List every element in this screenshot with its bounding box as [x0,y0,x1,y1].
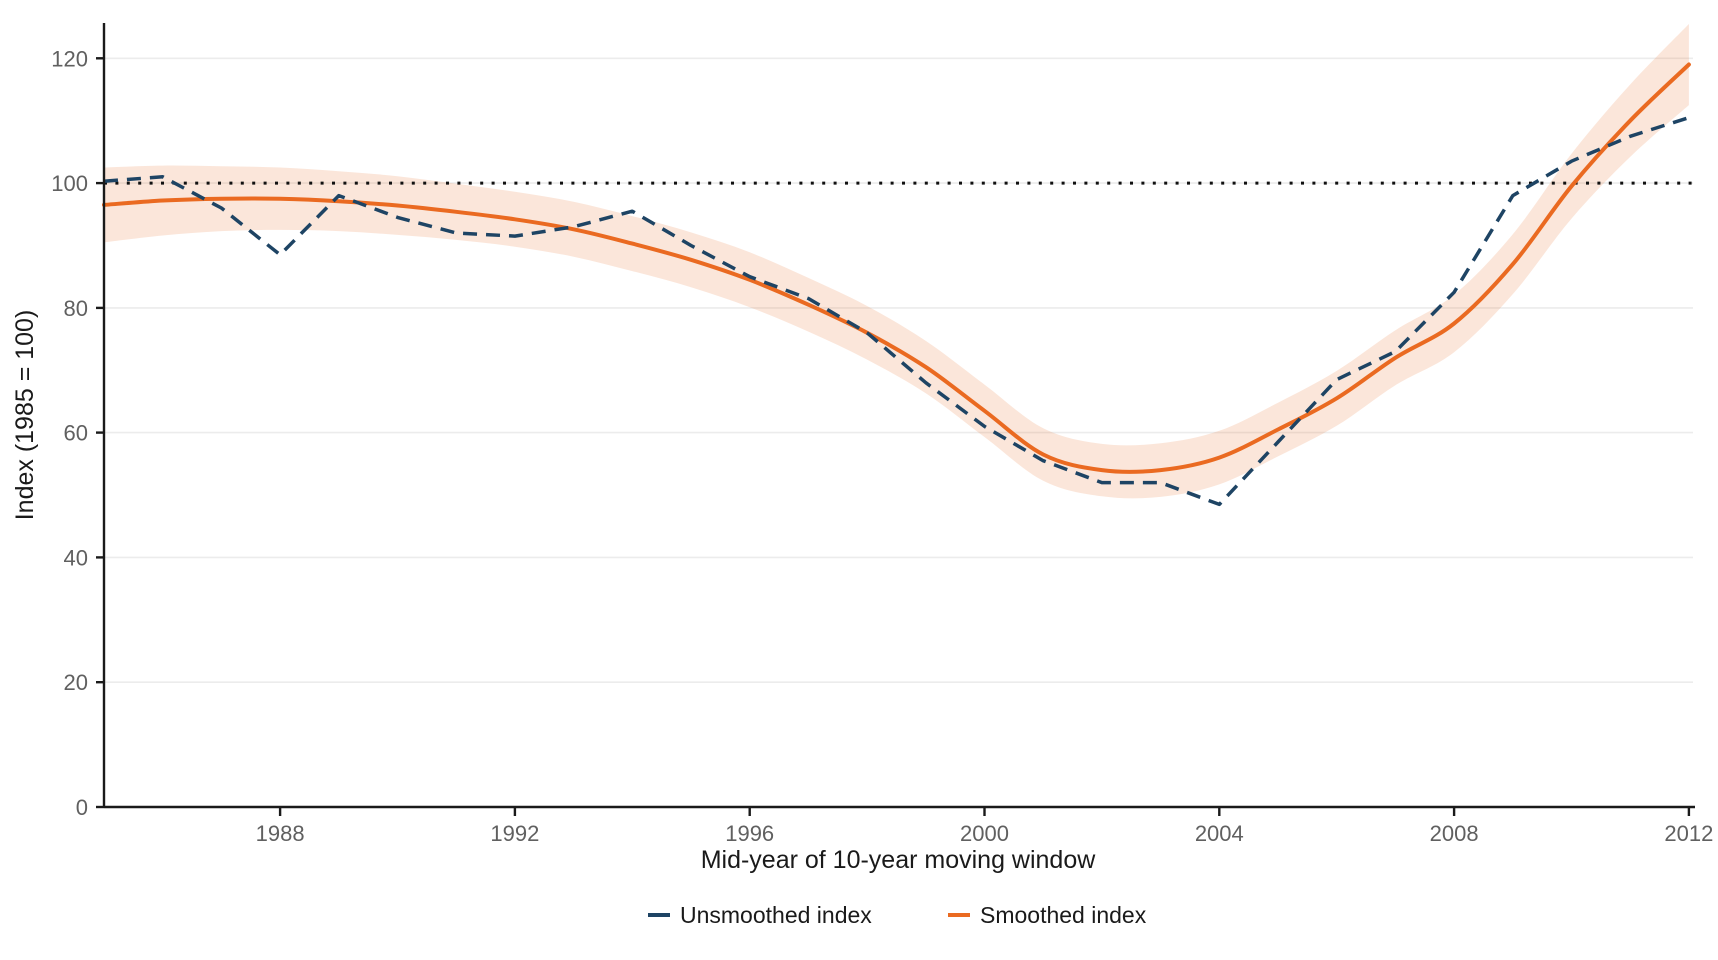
y-tick-label: 80 [64,296,88,321]
y-tick-label: 0 [76,795,88,820]
y-tick-label: 120 [51,46,88,71]
tick-labels: 0 20 40 60 80 100 120 1988 1992 1996 2000 2004 2008 2… [51,46,1713,846]
y-tick-label: 100 [51,171,88,196]
data-series [102,62,1691,507]
legend-label-unsmoothed: Unsmoothed index [680,902,872,928]
confidence-band-area [104,24,1689,499]
tick-marks [96,57,1691,816]
x-axis-title: Mid-year of 10-year moving window [701,846,1097,874]
x-tick-label: 1988 [256,821,305,846]
y-tick-label: 60 [64,421,88,446]
axes [102,23,1695,809]
y-tick-label: 20 [64,670,88,695]
unsmoothed-line [103,115,1690,507]
x-tick-label: 2012 [1664,821,1713,846]
x-tick-label: 2008 [1430,821,1479,846]
confidence-band [104,24,1689,499]
smoothed-line [102,62,1691,474]
x-tick-label: 1992 [490,821,539,846]
legend: Unsmoothed index Smoothed index [648,902,1147,928]
x-tick-label: 2000 [960,821,1009,846]
y-tick-label: 40 [64,545,88,570]
y-axis-title: Index (1985 = 100) [11,310,39,521]
x-tick-label: 1996 [725,821,774,846]
x-tick-label: 2004 [1195,821,1244,846]
legend-label-smoothed: Smoothed index [980,902,1147,928]
